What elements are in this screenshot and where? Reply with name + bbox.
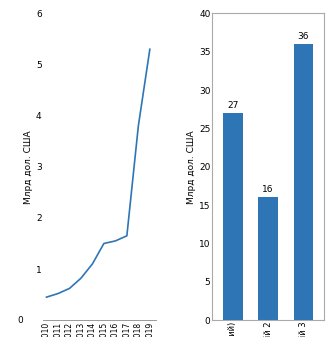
Text: 16: 16 bbox=[262, 185, 274, 194]
Text: 0: 0 bbox=[17, 316, 23, 325]
Bar bbox=[259, 197, 278, 320]
Text: 27: 27 bbox=[227, 101, 239, 110]
Bar bbox=[294, 44, 313, 320]
Y-axis label: Млрд дол. США: Млрд дол. США bbox=[24, 130, 33, 204]
Bar bbox=[223, 113, 243, 320]
Y-axis label: Млрд дол. США: Млрд дол. США bbox=[187, 130, 196, 204]
Text: 36: 36 bbox=[298, 32, 309, 41]
